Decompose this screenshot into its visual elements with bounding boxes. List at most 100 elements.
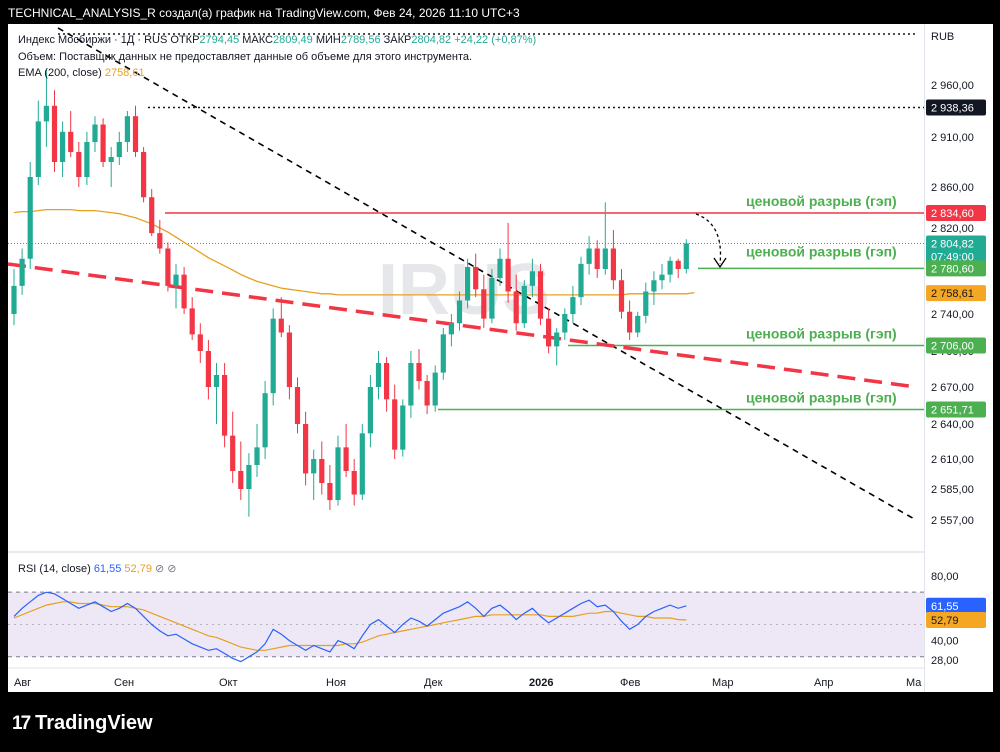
gap-arrow-curve: [695, 213, 722, 265]
price-tick-label: 2 670,00: [931, 382, 974, 394]
legend-close: 2804,82: [411, 34, 452, 46]
price-tick-label: 2 860,00: [931, 182, 974, 194]
candle: [635, 311, 641, 338]
price-label-bg: [926, 285, 986, 302]
candle: [400, 399, 406, 457]
candle: [375, 351, 382, 400]
currency-label: RUB: [931, 31, 954, 43]
legend-rsi-ma-value: 52,79: [124, 563, 152, 575]
candle: [554, 327, 560, 366]
candle-body: [181, 274, 187, 309]
candle-body: [473, 266, 479, 290]
candle-body: [213, 375, 220, 387]
time-tick-label: 2026: [529, 677, 553, 689]
candle-body: [635, 315, 641, 333]
legend-ema[interactable]: EMA (200, close) 2758,61: [18, 67, 145, 79]
eye-off-icon[interactable]: ⊘ ⊘: [155, 563, 177, 575]
candle: [489, 269, 495, 324]
candle-body: [189, 308, 195, 335]
candle-body: [84, 142, 90, 177]
candle: [359, 424, 365, 501]
candle: [197, 323, 203, 363]
candle-body: [384, 363, 390, 400]
legend-ohlc: Индекс Мосбиржи · 1Д · RUS ОТКР2794,45 М…: [18, 34, 536, 46]
candle: [92, 116, 98, 152]
candle-body: [367, 387, 373, 434]
price-tick-label: 2 610,00: [931, 454, 974, 466]
candle-body: [440, 334, 446, 373]
price-chart[interactable]: IRUS ценовой разрыв (гэп) ценовой разрыв (…: [7, 24, 924, 692]
time-tick-label: Апр: [814, 677, 833, 689]
rsi-tick-label: 80,00: [931, 571, 959, 583]
price-label: 2 758,61: [931, 288, 974, 300]
candle: [343, 424, 349, 477]
candle: [351, 459, 357, 506]
candle-body: [408, 363, 414, 406]
legend-change: +24,22 (+0,87%): [454, 34, 537, 46]
price-tick-label: 2 640,00: [931, 419, 974, 431]
candle-body: [230, 435, 236, 471]
candle: [675, 258, 681, 278]
candle-body: [173, 274, 179, 286]
candle-body: [116, 142, 122, 157]
candle: [529, 258, 535, 298]
candle-body: [124, 116, 130, 142]
legend-rsi[interactable]: RSI (14, close) 61,55 52,79 ⊘ ⊘: [18, 562, 177, 575]
chart-panel[interactable]: IRUS ценовой разрыв (гэп) ценовой разрыв (…: [7, 24, 924, 692]
legend-symbol: Индекс Мосбиржи · 1Д · RUS: [18, 34, 168, 46]
candle-body: [602, 248, 608, 269]
ema200-line: [13, 208, 695, 296]
time-tick-label: Ноя: [326, 677, 346, 689]
candle-body: [489, 278, 495, 319]
legend-high: 2809,49: [272, 34, 313, 46]
price-tick-label: 2 585,00: [931, 484, 974, 496]
candle-body: [327, 483, 333, 501]
candle-body: [100, 124, 106, 162]
candle: [230, 411, 236, 483]
candle-body: [246, 465, 252, 489]
candle-body: [197, 334, 203, 351]
candle-body: [529, 271, 535, 286]
candle-body: [586, 248, 592, 264]
candle-body: [400, 405, 406, 450]
candle: [578, 256, 584, 305]
candle-body: [554, 332, 560, 347]
candle-body: [254, 447, 260, 465]
candle-body: [92, 124, 98, 142]
candle: [205, 339, 211, 400]
time-tick-label: Ма: [906, 677, 922, 689]
candle: [60, 121, 66, 177]
candle: [157, 219, 163, 254]
gap-annotation: ценовой разрыв (гэп): [746, 243, 897, 259]
candle: [586, 236, 592, 275]
candle: [537, 263, 544, 326]
candle: [392, 384, 398, 459]
candle: [270, 308, 276, 406]
candle: [683, 239, 689, 274]
candle: [27, 162, 33, 269]
price-label-bg: [926, 337, 986, 354]
price-label: 2 834,60: [931, 208, 974, 220]
legend-rsi-value: 61,55: [93, 563, 122, 575]
candle: [189, 297, 195, 340]
price-axis[interactable]: 2 960,002 910,002 860,002 820,002 780,00…: [924, 24, 993, 692]
candle: [132, 105, 139, 157]
candle-body: [643, 291, 649, 316]
candle-body: [343, 447, 349, 471]
candle: [51, 90, 58, 172]
candle-body: [132, 116, 139, 152]
candle: [513, 274, 519, 331]
candle-body: [222, 375, 228, 436]
candle-body: [667, 260, 673, 275]
price-label-bg: [926, 260, 986, 277]
candle: [108, 147, 114, 187]
candle: [384, 357, 390, 412]
candle-body: [610, 248, 616, 281]
candle: [254, 424, 260, 477]
candle: [367, 375, 373, 448]
candle: [43, 69, 49, 147]
legend-close-label: ЗАКР: [383, 34, 412, 46]
candle: [11, 269, 17, 326]
candle-body: [521, 285, 527, 324]
candle: [473, 253, 479, 298]
